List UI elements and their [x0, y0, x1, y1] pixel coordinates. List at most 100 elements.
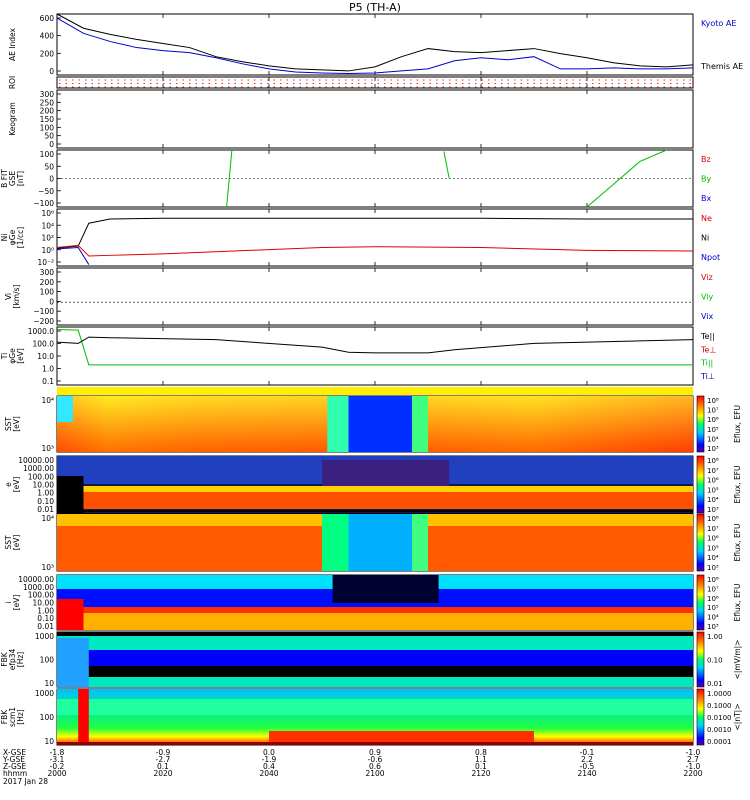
colorbar-tick-label: 10³ [707, 445, 719, 453]
colorbar [696, 688, 705, 746]
colorbar [696, 395, 705, 453]
y-axis-label-spec_esa_i: i [eV] [4, 595, 21, 611]
panel-frame-temperature [56, 326, 694, 386]
y-axis-label-line: efp34 [8, 648, 17, 670]
fbk-b-mid [57, 699, 693, 715]
colorbar-tick-label: 10³ [707, 506, 719, 514]
legend-entry: Ti|| [700, 359, 713, 368]
colorbar-label-text: Eflux, EFU [733, 584, 742, 622]
esa-i-bottom-edge [57, 613, 693, 630]
colorbar-tick-label: 10³ [707, 623, 719, 631]
y-axis-label-line: SST [4, 417, 13, 432]
fbk-b-spike [78, 689, 89, 745]
y-tick-label: 100 [40, 656, 55, 665]
colorbar-tick-label: 10⁴ [707, 614, 719, 622]
y-axis-label-fbk_b: FBK scm1 [Hz] [0, 707, 25, 727]
y-axis-label-keogram: Keogram [8, 102, 17, 136]
legend-entry: Bx [701, 194, 711, 203]
y-tick-label: 100 [40, 150, 55, 159]
fbk-b-lowfreq-red [269, 731, 534, 742]
y-tick-label: 10 [44, 737, 54, 746]
legend-entry: Ne [701, 214, 712, 223]
y-tick-label: 10² [41, 234, 54, 243]
y-axis-label-line: [km/s] [12, 284, 21, 308]
colorbar-tick-label: 1.00 [707, 633, 723, 641]
colorbar-tick-label: 10⁸ [707, 515, 719, 523]
y-tick-label: 100.00 [28, 472, 54, 481]
colorbar [696, 455, 705, 514]
colorbar-tick-label: 10⁸ [707, 457, 719, 465]
y-axis-label-line: e [4, 482, 13, 487]
y-tick-label: 10⁶ [41, 209, 54, 218]
colorbar-tick-label: 0.1000 [707, 702, 732, 710]
colorbar-tick-label: 0.0010 [707, 726, 732, 734]
y-tick-label: 200 [40, 278, 55, 287]
y-axis-label-line: FBK [0, 651, 9, 666]
y-axis-label-temperature: Ti φGe [eV] [0, 348, 25, 364]
legend-entry: By [701, 175, 711, 184]
footer-value: 2.7 [687, 755, 699, 764]
y-tick-label: 10⁴ [41, 396, 54, 405]
y-axis-label-line: [nT] [16, 171, 25, 186]
y-tick-label: 10³ [41, 444, 54, 453]
y-tick-label: 1000.00 [23, 464, 54, 473]
sst-e-transition-right [412, 396, 428, 452]
y-tick-label: 100.0 [33, 340, 55, 349]
colorbar-label-text: Eflux, EFU [733, 524, 742, 562]
footer-value: -1.0 [686, 762, 701, 771]
legend-entry: Ti⊥ [700, 372, 715, 381]
y-tick-label: 1.00 [37, 489, 54, 498]
footer-value: 0.6 [369, 762, 381, 771]
y-tick-label: 10⁴ [41, 514, 54, 523]
footer-row-label: Z-GSE [3, 762, 27, 771]
colorbar-label-text: Eflux, EFU [733, 405, 742, 443]
colorbar [696, 631, 705, 688]
footer-value: 0.0 [263, 748, 275, 757]
y-tick-label: 300 [40, 268, 55, 277]
y-axis-label-bfit: B FIT GSE [nT] [0, 169, 25, 188]
y-tick-label: 0 [49, 175, 54, 184]
y-axis-label-line: FBK [0, 709, 9, 724]
footer-value: 2100 [365, 769, 384, 778]
y-axis-label-line: φGe [8, 229, 17, 245]
y-axis-label-line: GSE [8, 171, 17, 187]
y-tick-label: 100.00 [28, 591, 54, 600]
y-tick-label: 0.01 [37, 622, 54, 631]
y-tick-label: 1000 [35, 632, 54, 641]
y-tick-label: 0.10 [37, 497, 54, 506]
y-axis-label-line: B FIT [0, 169, 9, 188]
y-axis-label-line: [Hz] [16, 652, 25, 668]
panel-frame-velocity [56, 267, 694, 326]
y-tick-label: 10 [44, 679, 54, 688]
y-tick-label: 200 [40, 49, 55, 58]
y-axis-label-line: [Hz] [16, 709, 25, 725]
colorbar-tick-label: 10⁸ [707, 576, 719, 584]
y-tick-label: 400 [40, 32, 55, 41]
y-tick-label: 10000.00 [18, 575, 54, 584]
ae-series-themis-ae [56, 13, 694, 72]
temperature-series [56, 329, 693, 366]
fbk-e-blue [57, 650, 693, 666]
colorbar-tick-label: 10⁴ [707, 496, 719, 504]
y-axis-label-line: AE Index [8, 27, 17, 60]
colorbar [696, 513, 705, 572]
y-tick-label: 10⁴ [41, 221, 54, 230]
bfit-by-segment [443, 151, 450, 179]
y-axis-label-line: Ni [0, 234, 9, 242]
y-axis-label-line: [1/cc] [16, 227, 25, 248]
sst-i-depletion [348, 514, 413, 571]
panel-frame-ae [56, 13, 694, 76]
y-axis-label-line: Keogram [8, 102, 17, 136]
y-axis-label-line: φGe [8, 348, 17, 364]
footer-row-label: X-GSE [3, 748, 26, 757]
esa-e-mid-upper [322, 460, 450, 486]
legend-entry: Viy [701, 293, 714, 302]
y-tick-label: 1.00 [37, 606, 54, 615]
legend-entry: Te⊥ [700, 345, 716, 354]
bfit-by-segment [226, 149, 233, 208]
colorbar-tick-label: 10⁶ [707, 477, 719, 485]
y-tick-label: −100 [33, 307, 54, 316]
colorbar-label: Eflux, EFU [733, 405, 742, 443]
